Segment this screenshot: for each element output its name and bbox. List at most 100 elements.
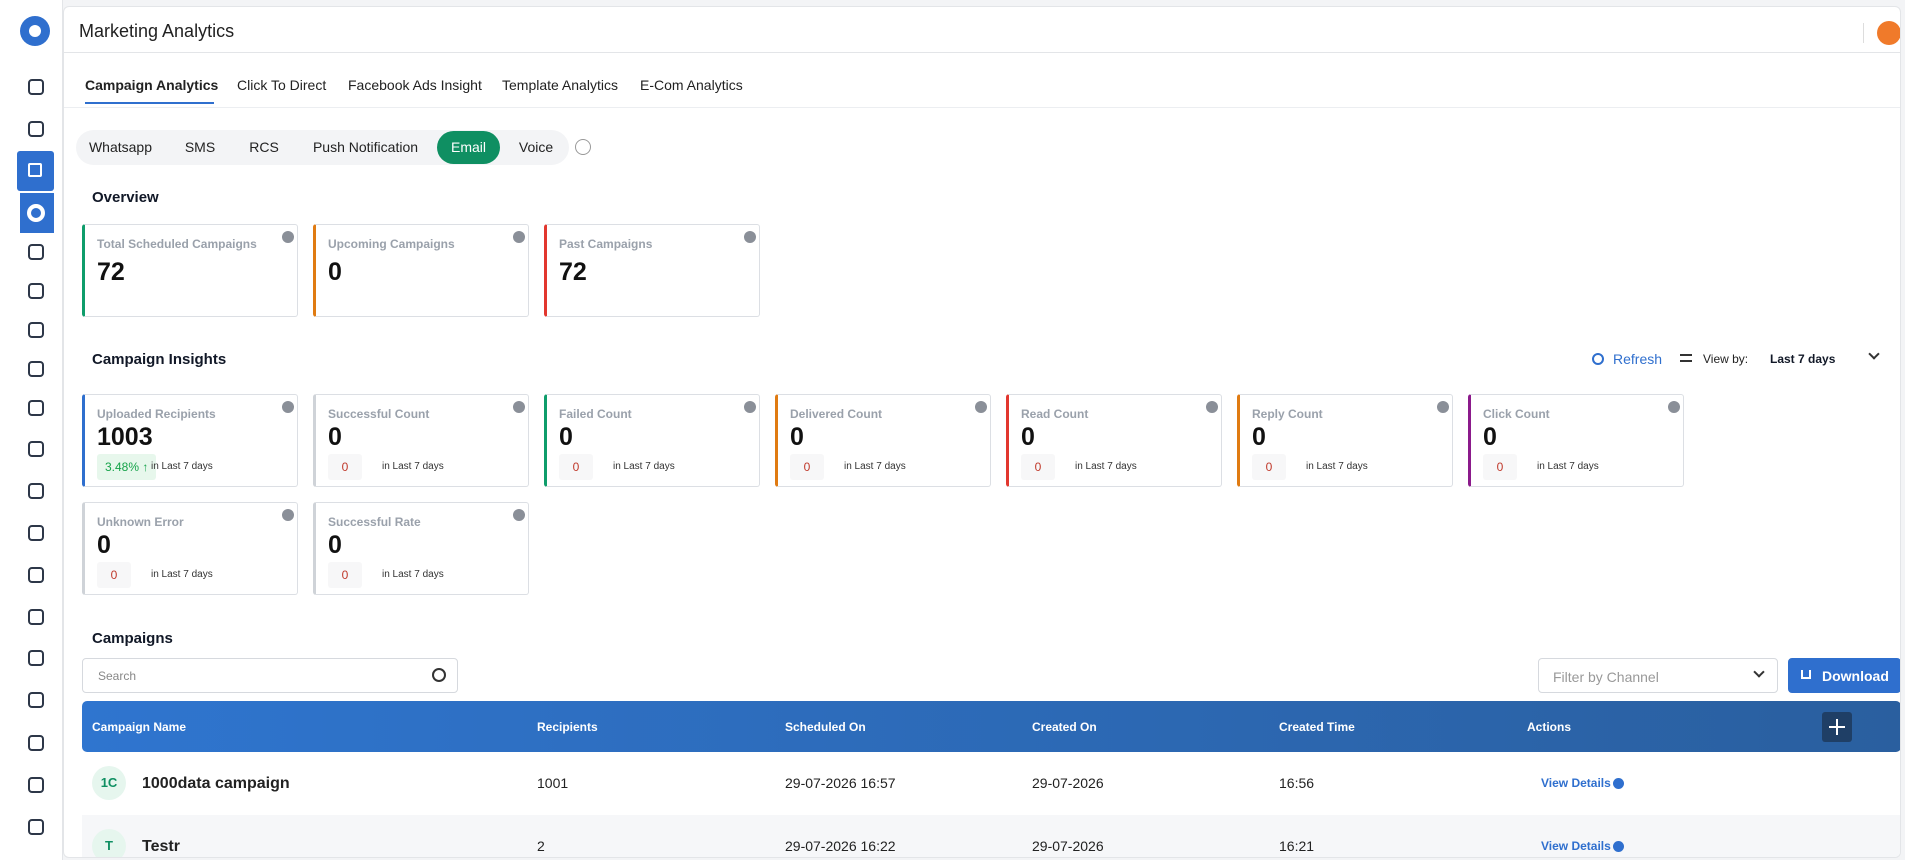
search-input[interactable]: Search: [82, 658, 458, 693]
channel-filter[interactable]: Filter by Channel: [1538, 658, 1778, 693]
channel-pill[interactable]: Email: [437, 131, 500, 164]
nav-icon[interactable]: [28, 322, 44, 338]
table-row: [82, 815, 1900, 857]
card-value: 0: [1483, 423, 1497, 451]
change-badge: 3.48% ↑: [97, 454, 157, 480]
change-badge: 0: [1021, 454, 1055, 480]
main: Marketing Analytics Campaign Analytics Cli…: [63, 6, 1901, 858]
period-label: in Last 7 days: [1306, 461, 1368, 472]
nav-icon[interactable]: [28, 567, 44, 583]
channel-pill[interactable]: Push Notification: [312, 139, 419, 155]
nav-icon[interactable]: [28, 483, 44, 499]
card-label: Click Count: [1483, 407, 1550, 421]
tab[interactable]: Campaign Analytics: [85, 77, 219, 93]
view-details[interactable]: View Details: [1541, 839, 1611, 853]
channel-pill[interactable]: Voice: [518, 139, 554, 155]
created-time: 16:56: [1279, 775, 1315, 791]
card-label: Successful Rate: [328, 515, 421, 529]
recipients: 1001: [537, 775, 569, 791]
nav-icon: [28, 163, 42, 177]
period-label: in Last 7 days: [151, 569, 213, 580]
card-value: 72: [559, 258, 587, 286]
download-button[interactable]: Download: [1788, 658, 1900, 693]
nav-icon[interactable]: [28, 121, 44, 137]
refresh-button[interactable]: Refresh: [1613, 351, 1663, 367]
view-by-label: View by:: [1703, 352, 1749, 366]
stat-card: Read Count 0 0 in Last 7 days: [1006, 394, 1222, 487]
period-label: in Last 7 days: [1537, 461, 1599, 472]
nav-active[interactable]: [17, 151, 54, 191]
channel-pill[interactable]: SMS: [184, 139, 216, 155]
period-label: in Last 7 days: [844, 461, 906, 472]
tab[interactable]: Facebook Ads Insight: [348, 77, 482, 93]
stat-card: Past Campaigns 72: [544, 224, 760, 317]
nav-icon[interactable]: [28, 283, 44, 299]
download-label: Download: [1822, 668, 1889, 684]
nav-icon[interactable]: [28, 735, 44, 751]
page-title: Marketing Analytics: [79, 21, 235, 41]
nav-icon[interactable]: [28, 692, 44, 708]
tab-underline: [85, 102, 214, 104]
info-icon: [513, 401, 525, 413]
nav-icon[interactable]: [28, 441, 44, 457]
info-icon: [975, 401, 987, 413]
nav-icon[interactable]: [28, 819, 44, 835]
nav-icon[interactable]: [28, 777, 44, 793]
card-label: Upcoming Campaigns: [328, 237, 455, 251]
card-label: Successful Count: [328, 407, 430, 421]
nav-icon[interactable]: [28, 525, 44, 541]
stat-card: Successful Count 0 0 in Last 7 days: [313, 394, 529, 487]
logo-dot: [29, 25, 41, 37]
channel-pill[interactable]: Whatsapp: [88, 139, 153, 155]
campaign-name: 1000data campaign: [142, 775, 290, 792]
tab[interactable]: Template Analytics: [502, 77, 618, 93]
card-value: 0: [1252, 423, 1266, 451]
info-icon: [513, 231, 525, 243]
recipients: 2: [537, 838, 545, 854]
view-details[interactable]: View Details: [1541, 776, 1611, 790]
period-label: in Last 7 days: [613, 461, 675, 472]
card-label: Total Scheduled Campaigns: [97, 237, 257, 251]
card-value: 0: [790, 423, 804, 451]
tab[interactable]: Click To Direct: [237, 77, 327, 93]
info-icon: [1668, 401, 1680, 413]
nav-icon[interactable]: [28, 609, 44, 625]
change-badge: 0: [790, 454, 824, 480]
avatar: [1877, 21, 1900, 45]
view-by-select[interactable]: Last 7 days: [1770, 352, 1836, 366]
created-on: 29-07-2026: [1032, 838, 1104, 854]
stat-card: Upcoming Campaigns 0: [313, 224, 529, 317]
channel-pill[interactable]: RCS: [249, 139, 279, 155]
nav-icon[interactable]: [28, 650, 44, 666]
change-badge: 0: [1252, 454, 1286, 480]
chevron: [1868, 348, 1880, 360]
tab[interactable]: E-Com Analytics: [640, 77, 743, 93]
info-icon: [744, 231, 756, 243]
info-icon: [1206, 401, 1218, 413]
filter-icon: [1680, 354, 1692, 362]
stat-card: Reply Count 0 0 in Last 7 days: [1237, 394, 1453, 487]
card-label: Reply Count: [1252, 407, 1323, 421]
scheduled-on: 29-07-2026 16:22: [785, 838, 896, 854]
change-badge: 0: [559, 454, 593, 480]
card-value: 0: [97, 531, 111, 559]
info-icon: [282, 509, 294, 521]
avatar: T: [92, 829, 126, 857]
change-badge: 0: [97, 562, 131, 588]
nav-icon[interactable]: [28, 361, 44, 377]
stat-card: Successful Rate 0 0 in Last 7 days: [313, 502, 529, 595]
nav-icon[interactable]: [28, 79, 44, 95]
card-value: 0: [328, 531, 342, 559]
nav-icon[interactable]: [28, 400, 44, 416]
section-title: Campaign Insights: [92, 351, 227, 368]
card-label: Delivered Count: [790, 407, 883, 421]
nav-icon[interactable]: [28, 244, 44, 260]
header-divider: [64, 52, 1900, 53]
info-icon: [1437, 401, 1449, 413]
period-label: in Last 7 days: [151, 461, 213, 472]
column-header: Campaign Name: [92, 720, 187, 734]
info-icon: [513, 509, 525, 521]
campaign-name: Testr: [142, 838, 180, 855]
